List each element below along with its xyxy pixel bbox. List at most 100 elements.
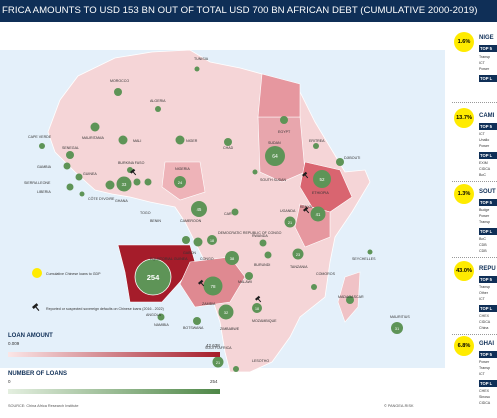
- side-item: CHEX: [479, 389, 489, 393]
- label-eritrea: ERITREA: [309, 139, 325, 143]
- top-lenders-header: TOP L: [479, 228, 497, 235]
- side-divider: [452, 334, 497, 335]
- label-seychelles: SEYCHELLES: [352, 257, 376, 261]
- loan-circle-angola: [134, 258, 172, 296]
- loan-count-zambia: 78: [210, 284, 216, 289]
- gdp-legend-label: Cumulative Chinese loans to GDP: [46, 272, 101, 276]
- page-title: FRICA AMOUNTS TO USD 153 BN OUT OF TOTAL…: [2, 5, 478, 16]
- loan-count-south-africa: 21: [216, 361, 220, 365]
- loan-circle-cote-divoire: [105, 180, 115, 190]
- loan-circle-cameroon: [191, 201, 207, 217]
- gavel-icon: [198, 279, 205, 287]
- number-of-loans-gradient: [8, 389, 220, 394]
- top-sectors-header: TOP 5: [479, 276, 497, 283]
- loan-circle-rwanda: [259, 239, 267, 247]
- side-item: Budge: [479, 208, 490, 212]
- label-ethiopia: ETHIOPIA: [312, 191, 329, 195]
- side-item: Power: [479, 144, 490, 148]
- loan-circle-lesotho: [233, 366, 239, 372]
- label-senegal: SENEGAL: [62, 146, 79, 150]
- loan-circle-south-sudan: [252, 169, 258, 175]
- loan-count-mozambique: 18: [255, 307, 259, 311]
- loan-circle-seychelles: [367, 249, 373, 255]
- label-cameroon: CAMEROON: [180, 219, 202, 223]
- loan-circle-madagascar: [346, 296, 354, 304]
- loan-circle-senegal: [66, 151, 74, 159]
- top-sectors-header: TOP 5: [479, 351, 497, 358]
- label-liberia: LIBERIA: [37, 190, 51, 194]
- gdp-badge: 1.6%: [454, 32, 474, 52]
- gavel-icon: [302, 171, 309, 179]
- loan-circle-uganda: [284, 216, 296, 228]
- top-sectors-label: TOP 5: [480, 352, 492, 357]
- label-tanzania: TANZANIA: [290, 265, 308, 269]
- side-item: CIDCA: [479, 401, 491, 405]
- loan-circle-sudan: [265, 146, 285, 166]
- label-mauritania: MAURITANIA: [82, 136, 104, 140]
- side-item: Sinosu: [479, 395, 490, 399]
- label-south-africa: SOUTH AFRICA: [205, 346, 232, 350]
- side-country-name: GHAI: [479, 341, 494, 347]
- label-djibouti: DJIBOUTI: [344, 156, 360, 160]
- side-item: ICT: [479, 61, 485, 65]
- side-item: ICT: [479, 132, 485, 136]
- loan-circle-niger: [175, 135, 185, 145]
- side-item: China: [479, 326, 489, 330]
- label-mozambique: MOZAMBIQUE: [252, 319, 277, 323]
- side-item: CIDCA: [479, 320, 491, 324]
- label-botswana: BOTSWANA: [183, 326, 204, 330]
- gdp-legend-circle: [32, 268, 42, 278]
- loan-circle-sierra-leone: [66, 183, 74, 191]
- label-angola: ANGOLA: [146, 313, 162, 317]
- loan-count-uganda: 21: [288, 221, 292, 225]
- loan-circle-labels: 64 52 41 33 45 38 254 78 32 31 24 23 21 …: [122, 154, 400, 365]
- top-sectors-label: TOP 5: [480, 46, 492, 51]
- gavel-icon: [303, 206, 310, 214]
- label-namibia: NAMIBIA: [154, 323, 169, 327]
- label-nigeria: NIGERIA: [175, 167, 190, 171]
- loan-circles: [39, 66, 403, 372]
- region-egypt: [257, 73, 301, 118]
- side-country-name: SOUT: [479, 189, 496, 195]
- side-item: BoC: [479, 237, 486, 241]
- loan-circle-nigeria: [174, 176, 186, 188]
- loan-circle-mozambique: [252, 303, 262, 313]
- loan-circle-eritrea: [313, 143, 319, 149]
- top-sectors-header: TOP 5: [479, 199, 497, 206]
- side-item: CDB: [479, 243, 487, 247]
- top-lenders-label: TOP L: [480, 306, 493, 311]
- side-item: Other: [479, 291, 488, 295]
- label-guinea: GUINEA: [83, 172, 97, 176]
- label-lesotho: LESOTHO: [252, 359, 269, 363]
- side-panel: 1.6% NIGE TOP 5 Transp ICT Power TOP L 1…: [452, 22, 497, 418]
- loan-circle-benin: [144, 178, 152, 186]
- label-south-sudan: SOUTH SUDAN: [260, 178, 287, 182]
- side-item: CIDCA: [479, 167, 491, 171]
- loan-circle-cape-verde: [39, 143, 45, 149]
- side-country-name: CAMI: [479, 113, 495, 119]
- loan-circle-algeria: [155, 106, 161, 112]
- side-item: Power: [479, 67, 490, 71]
- side-country-name: REPU: [479, 266, 496, 272]
- loan-circle-kenya: [310, 206, 326, 222]
- side-item: Transp: [479, 220, 491, 224]
- loan-count-drc: 38: [230, 256, 235, 261]
- loan-amount-min: 0.009: [8, 341, 20, 346]
- label-madagascar: MADAGASCAR: [338, 295, 364, 299]
- loan-circle-guinea: [75, 173, 83, 181]
- gdp-badge: 1.3%: [454, 184, 474, 204]
- label-congo: CONGO: [200, 257, 214, 261]
- label-benin: BENIN: [150, 219, 161, 223]
- label-zimbabwe: ZIMBABWE: [220, 327, 240, 331]
- label-comoros: COMOROS: [316, 272, 336, 276]
- top-sectors-label: TOP 5: [480, 200, 492, 205]
- label-zambia: ZAMBIA: [202, 302, 216, 306]
- loan-count-kenya: 41: [316, 212, 321, 217]
- gavel-icon: [130, 168, 137, 176]
- top-lenders-label: TOP L: [480, 381, 493, 386]
- label-cote-divoire: CÔTE D'IVOIRE: [88, 196, 115, 201]
- loan-circle-mali: [118, 135, 128, 145]
- loan-count-congo: 18: [210, 239, 214, 243]
- label-drc: DEMOCRATIC REPUBLIC OF CONGO: [218, 231, 282, 235]
- side-item: Power: [479, 360, 490, 364]
